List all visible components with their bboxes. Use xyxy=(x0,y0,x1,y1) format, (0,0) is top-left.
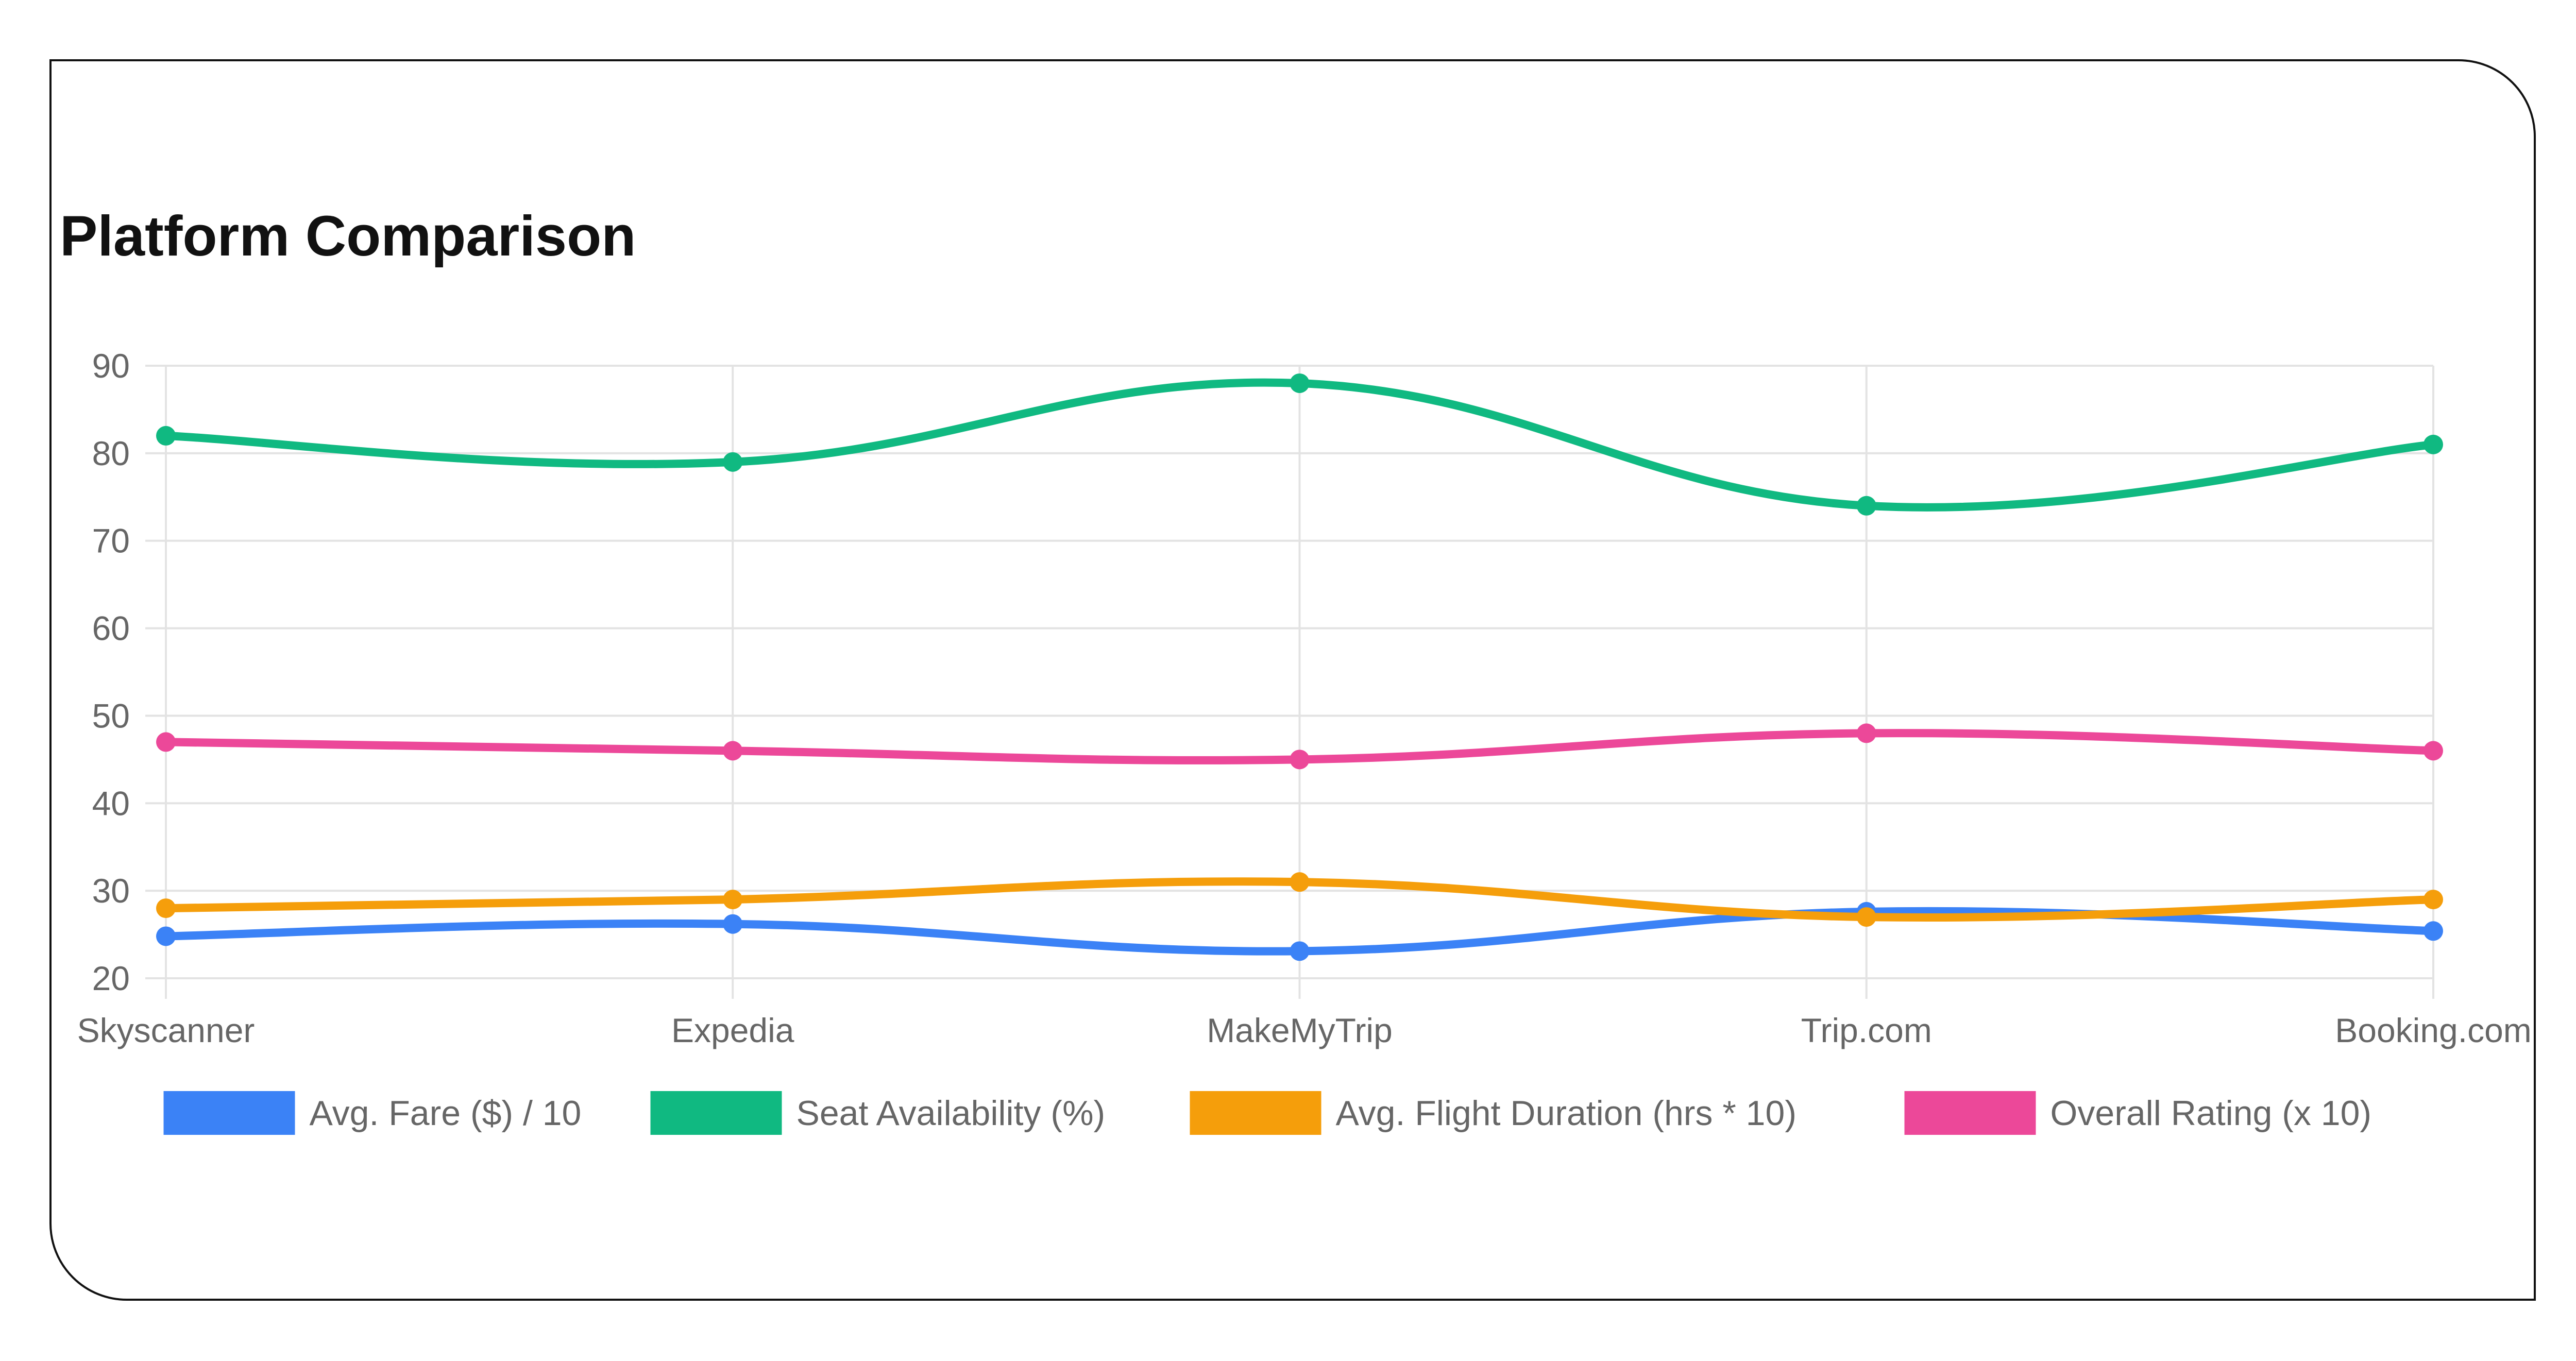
legend-item-overall-rating-x-10[interactable]: Overall Rating (x 10) xyxy=(1904,1091,2372,1135)
x-tick-label: Expedia xyxy=(671,1011,794,1049)
data-point[interactable] xyxy=(723,741,743,761)
data-point[interactable] xyxy=(2424,921,2443,941)
data-point[interactable] xyxy=(723,914,743,934)
legend-swatch xyxy=(1904,1091,2036,1135)
series-overall-rating-x-10 xyxy=(156,723,2443,770)
data-point[interactable] xyxy=(156,732,176,752)
chart-series xyxy=(156,373,2443,961)
chart-legend: Avg. Fare ($) / 10 Seat Availability (%) A… xyxy=(163,1091,2372,1135)
y-tick-label: 30 xyxy=(92,872,130,910)
data-point[interactable] xyxy=(156,426,176,446)
legend-label: Avg. Flight Duration (hrs * 10) xyxy=(1336,1094,1797,1133)
legend-swatch xyxy=(1190,1091,1321,1135)
y-tick-label: 90 xyxy=(92,347,130,385)
legend-item-avg-flight-duration-hrs-10[interactable]: Avg. Flight Duration (hrs * 10) xyxy=(1190,1091,1797,1135)
data-point[interactable] xyxy=(723,452,743,472)
series-avg-flight-duration-hrs-10 xyxy=(156,872,2443,927)
data-point[interactable] xyxy=(1290,373,1310,393)
y-tick-label: 40 xyxy=(92,784,130,822)
data-point[interactable] xyxy=(1856,723,1876,743)
data-point[interactable] xyxy=(156,898,176,918)
legend-swatch xyxy=(650,1091,782,1135)
chart-title: Platform Comparison xyxy=(60,205,636,268)
x-tick-label: MakeMyTrip xyxy=(1207,1011,1393,1049)
y-tick-label: 50 xyxy=(92,696,130,735)
y-tick-label: 70 xyxy=(92,522,130,560)
x-tick-label: Trip.com xyxy=(1801,1011,1932,1049)
data-point[interactable] xyxy=(156,926,176,946)
x-axis-ticks: Skyscanner Expedia MakeMyTrip Trip.com Booki… xyxy=(77,1011,2532,1049)
data-point[interactable] xyxy=(1290,872,1310,892)
legend-label: Seat Availability (%) xyxy=(796,1094,1106,1133)
data-point[interactable] xyxy=(2424,890,2443,910)
data-point[interactable] xyxy=(1290,750,1310,770)
y-tick-label: 80 xyxy=(92,434,130,472)
x-tick-label: Booking.com xyxy=(2335,1011,2532,1049)
legend-label: Overall Rating (x 10) xyxy=(2050,1094,2372,1133)
series-seat-availability xyxy=(156,373,2443,516)
data-point[interactable] xyxy=(723,890,743,910)
data-point[interactable] xyxy=(2424,741,2443,761)
data-point[interactable] xyxy=(1856,907,1876,927)
legend-item-avg-fare-10[interactable]: Avg. Fare ($) / 10 xyxy=(163,1091,582,1135)
data-point[interactable] xyxy=(1856,496,1876,516)
chart-grid xyxy=(145,365,2434,999)
data-point[interactable] xyxy=(2424,434,2443,454)
y-axis-ticks: 20 30 40 50 60 70 80 90 xyxy=(92,347,130,997)
y-tick-label: 60 xyxy=(92,609,130,648)
x-tick-label: Skyscanner xyxy=(77,1011,255,1049)
data-point[interactable] xyxy=(1290,941,1310,961)
legend-item-seat-availability[interactable]: Seat Availability (%) xyxy=(650,1091,1106,1135)
legend-swatch xyxy=(163,1091,295,1135)
y-tick-label: 20 xyxy=(92,959,130,997)
legend-label: Avg. Fare ($) / 10 xyxy=(310,1094,582,1133)
